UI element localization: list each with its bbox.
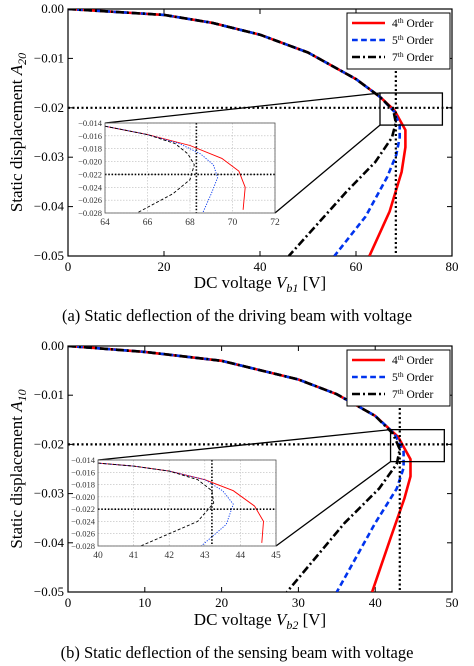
y-axis-label: Static displacement A10 [7,389,29,548]
inset-curve [98,462,215,546]
inset-x-tick-label: 64 [100,218,110,228]
zoom-connector [275,461,391,547]
inset-x-tick-label: 72 [270,218,280,228]
zoom-box [379,92,444,126]
zoom-connector [97,428,391,461]
inset-y-tick-label: −0.016 [71,467,95,477]
y-tick-label: −0.04 [34,199,65,214]
y-tick-label: −0.01 [34,50,64,65]
zoom-box [389,428,445,463]
inset-y-tick-label: −0.022 [71,504,95,514]
inset-y-tick-label: −0.018 [71,480,95,490]
y-tick-label: −0.03 [34,149,64,164]
legend-label-4: 4th Order [392,353,433,367]
y-axis-label: Static displacement A20 [7,53,29,212]
inset-frame [104,122,276,214]
x-tick-label: 80 [446,259,459,274]
x-tick-label: 60 [350,259,363,274]
chart-0: 0 20 40 60 80 0.00 −0.01 −0.02 −0.03 −0.04 −0.05 DC… [7,1,459,295]
x-tick-label: 40 [254,259,267,274]
inset-y-tick-label: −0.028 [71,541,95,551]
legend-label-4: 4th Order [392,16,433,30]
inset-y-tick-label: −0.028 [78,208,102,218]
legend-label-5: 5th Order [392,370,433,384]
legend-label-7: 7th Order [392,387,433,401]
y-tick-label: −0.02 [34,100,64,115]
inset-curve [105,125,195,213]
caption-b: (b) Static deflection of the sensing bea… [60,643,414,662]
plot-frame [67,345,453,593]
series-line-7 [68,346,402,592]
x-axis-label: DC voltage Vb1 [V] [194,273,326,295]
inset-x-tick-label: 45 [271,551,281,561]
inset-y-tick-label: −0.026 [78,195,102,205]
inset-background [98,460,276,546]
x-tick-label: 30 [292,595,305,610]
legend-label-5: 5th Order [392,33,433,47]
inset-y-tick-label: −0.024 [71,516,96,526]
inset-x-tick-label: 66 [143,218,153,228]
inset-x-tick-label: 43 [200,551,210,561]
inset-y-tick-label: −0.018 [78,144,102,154]
inset-y-tick-label: −0.020 [71,492,95,502]
x-tick-label: 20 [215,595,228,610]
series-line-7 [68,9,398,256]
inset-y-tick-label: −0.020 [78,157,102,167]
y-tick-label: −0.05 [34,248,64,263]
chart-1: 0 10 20 30 40 50 0.00 −0.01 −0.02 −0.03 −0.04 −0.05… [7,338,459,632]
inset-x-tick-label: 42 [164,551,174,561]
y-tick-label: −0.04 [34,535,65,550]
inset-y-tick-label: −0.024 [78,182,103,192]
y-tick-label: 0.00 [41,1,64,16]
inset-y-tick-label: −0.016 [78,131,102,141]
zoom-connector [104,92,381,124]
y-tick-label: −0.01 [34,387,64,402]
inset-x-tick-label: 68 [185,218,195,228]
inset-x-tick-label: 44 [236,551,246,561]
caption-a: (a) Static deflection of the driving bea… [61,306,413,325]
x-tick-label: 50 [446,595,459,610]
y-tick-label: 0.00 [41,338,64,353]
x-tick-label: 40 [369,595,382,610]
y-tick-label: −0.03 [34,486,64,501]
y-tick-label: −0.05 [34,584,64,599]
zoom-connector [274,124,381,214]
x-tick-label: 20 [158,259,171,274]
inset-y-tick-label: −0.022 [78,169,102,179]
legend-label-7: 7th Order [392,50,433,64]
x-axis-label: DC voltage Vb2 [V] [194,610,326,632]
x-tick-label: 0 [65,595,72,610]
inset-x-tick-label: 40 [93,551,103,561]
inset-x-tick-label: 70 [228,218,238,228]
inset-curve [105,125,246,210]
y-tick-label: −0.02 [34,436,64,451]
inset-y-tick-label: −0.026 [71,529,95,539]
inset-y-tick-label: −0.014 [71,455,96,465]
x-tick-label: 10 [138,595,151,610]
x-tick-label: 0 [65,259,72,274]
inset-y-tick-label: −0.014 [78,118,103,128]
inset-x-tick-label: 41 [129,551,139,561]
inset-frame [97,459,277,547]
